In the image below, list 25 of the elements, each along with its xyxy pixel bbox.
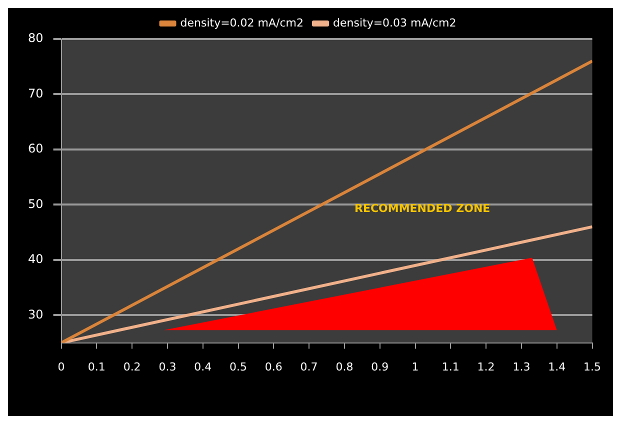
x-tick-label: 1.4 [548, 360, 566, 374]
x-tick-label: 1.2 [477, 360, 495, 374]
legend-label: density=0.03 mA/cm2 [333, 16, 456, 30]
legend-label: density=0.02 mA/cm2 [180, 16, 304, 30]
y-tick-label: 40 [28, 252, 44, 266]
x-tick-label: 1.5 [584, 360, 602, 374]
x-tick-label: 0.8 [336, 360, 354, 374]
x-tick-label: 1.3 [512, 360, 530, 374]
y-tick-label: 80 [28, 31, 44, 46]
x-tick-label: 0.2 [123, 360, 141, 374]
y-tick-label: 60 [28, 142, 44, 156]
x-tick-label: 0.4 [194, 360, 212, 374]
x-tick-label: 0.3 [158, 360, 176, 374]
x-tick-label: 0.5 [230, 360, 248, 374]
y-tick-label: 70 [28, 86, 44, 100]
x-tick-label: 0.6 [264, 360, 282, 374]
x-tick-label: 0.1 [88, 360, 106, 374]
x-tick-label: 1.1 [442, 360, 460, 374]
x-tick-label: 0.9 [371, 360, 389, 374]
x-tick-label: 0.7 [300, 360, 318, 374]
x-tick-label: 1 [412, 360, 419, 374]
x-tick-label: 0 [58, 360, 65, 374]
annotation: RECOMMENDED ZONE [354, 202, 490, 215]
y-tick-label: 50 [28, 196, 44, 211]
y-tick-label: 30 [28, 307, 44, 322]
